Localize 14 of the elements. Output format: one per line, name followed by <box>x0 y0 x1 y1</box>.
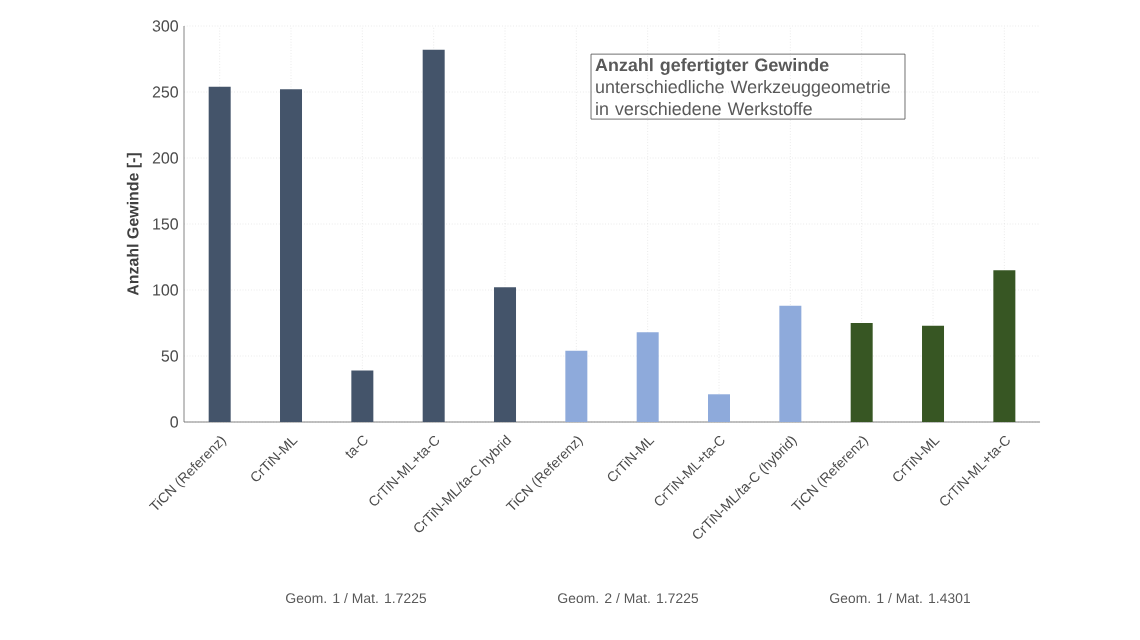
bar <box>208 86 231 422</box>
bar <box>993 270 1016 422</box>
bar <box>708 394 731 422</box>
bar <box>850 323 873 422</box>
bar <box>280 89 303 422</box>
bar <box>922 325 945 422</box>
bar <box>636 332 659 422</box>
bar <box>422 49 445 422</box>
bar <box>494 287 517 422</box>
text: Anzahl gefertigter Gewinde <box>595 58 829 75</box>
bar <box>779 305 802 422</box>
bar <box>351 370 374 422</box>
bar <box>565 350 588 422</box>
text: unterschiedliche Werkzeuggeometrie in verschiedene Werkstoffe <box>596 80 890 116</box>
